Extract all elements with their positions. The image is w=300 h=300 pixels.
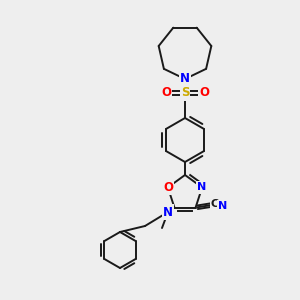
Text: O: O [161,86,171,100]
Text: N: N [197,182,207,192]
Text: N: N [180,73,190,85]
Text: O: O [199,86,209,100]
Text: N: N [218,201,228,211]
Text: S: S [181,86,189,100]
Text: N: N [163,206,173,218]
Text: C: C [211,199,219,209]
Text: O: O [163,181,173,194]
